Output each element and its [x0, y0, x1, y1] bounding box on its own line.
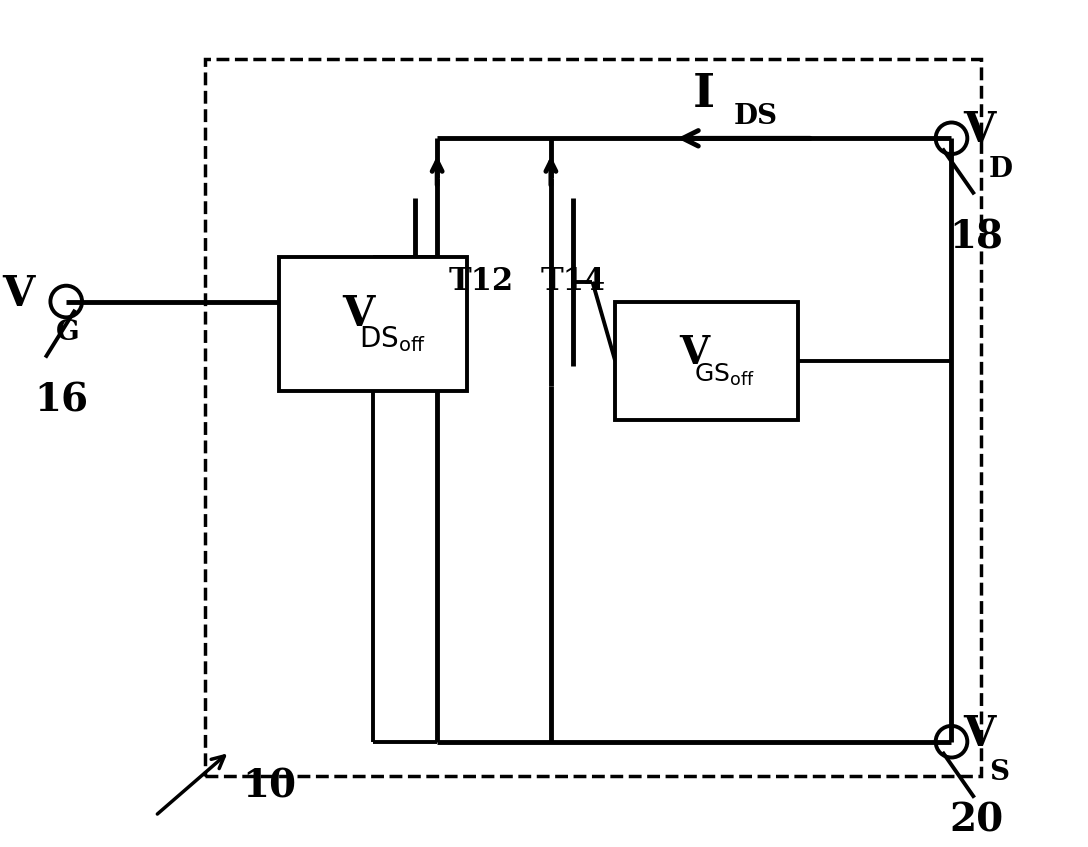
Text: V: V [963, 109, 996, 152]
Text: V: V [342, 293, 374, 335]
Text: I: I [693, 71, 715, 117]
Text: DS: DS [734, 103, 778, 130]
Text: V: V [2, 273, 35, 314]
Text: V: V [963, 713, 996, 755]
Text: 16: 16 [34, 381, 88, 419]
Text: 10: 10 [242, 767, 296, 805]
Bar [615, 302, 799, 420]
Bar [279, 257, 467, 390]
Text: V: V [679, 334, 709, 372]
Text: S: S [989, 760, 1009, 787]
Text: T12: T12 [449, 266, 515, 297]
Text: $\mathrm{DS_{off}}$: $\mathrm{DS_{off}}$ [359, 324, 426, 354]
Text: G: G [57, 319, 81, 346]
Bar [205, 59, 981, 777]
Text: 20: 20 [949, 802, 1003, 840]
Text: $\mathrm{GS_{off}}$: $\mathrm{GS_{off}}$ [694, 362, 754, 388]
Text: 18: 18 [949, 219, 1003, 257]
Text: D: D [989, 156, 1013, 183]
Text: T14: T14 [541, 266, 606, 297]
